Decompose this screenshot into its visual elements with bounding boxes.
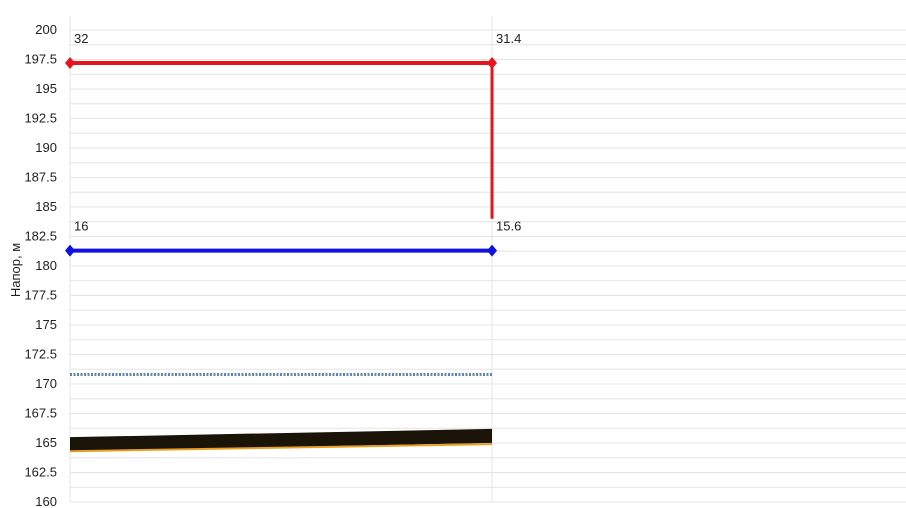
y-tick-label: 162.5 — [24, 465, 57, 480]
data-label: 16 — [74, 219, 88, 234]
y-axis-label: Напор, м — [8, 243, 23, 297]
y-tick-label: 197.5 — [24, 52, 57, 67]
y-tick-label: 177.5 — [24, 288, 57, 303]
y-tick-label: 192.5 — [24, 111, 57, 126]
series-marker — [65, 244, 75, 257]
y-tick-label: 190 — [35, 140, 57, 155]
series-marker — [65, 57, 75, 70]
y-tick-label: 172.5 — [24, 347, 57, 362]
series-band — [70, 428, 492, 452]
y-tick-label: 167.5 — [24, 406, 57, 421]
series-group — [65, 57, 497, 453]
data-label: 32 — [74, 31, 88, 46]
series-marker — [487, 244, 497, 257]
y-tick-label: 182.5 — [24, 229, 57, 244]
y-tick-label: 187.5 — [24, 170, 57, 185]
y-tick-label: 195 — [35, 81, 57, 96]
data-labels: 32 31.4 16 15.6 — [74, 31, 521, 234]
y-tick-label: 160 — [35, 494, 57, 508]
y-axis-ticks: 200 197.5 195 192.5 190 187.5 185 182.5 180 177.5… — [24, 22, 57, 508]
y-tick-label: 165 — [35, 435, 57, 450]
y-tick-label: 170 — [35, 376, 57, 391]
data-label: 15.6 — [496, 219, 521, 234]
y-tick-label: 180 — [35, 258, 57, 273]
y-tick-label: 200 — [35, 22, 57, 37]
y-tick-label: 185 — [35, 199, 57, 214]
data-label: 31.4 — [496, 31, 521, 46]
series-line-5 — [69, 443, 493, 453]
y-tick-label: 175 — [35, 317, 57, 332]
